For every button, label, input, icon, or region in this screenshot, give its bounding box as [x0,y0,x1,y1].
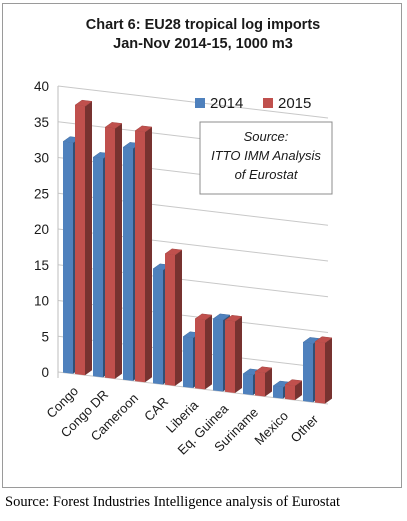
y-tick-label: 0 [41,365,49,380]
bar-side-face [145,127,152,383]
bar-front-face [165,253,175,386]
bar-front-face [123,147,133,381]
bar-front-face [153,268,163,385]
chart-title-line-2: Jan-Nov 2014-15, 1000 m3 [113,36,293,52]
bar-top-face [164,248,183,256]
y-tick-label: 40 [34,79,49,94]
x-tick-label: CAR [141,394,171,424]
legend-swatch-2014 [195,98,205,108]
legend-swatch-2015 [263,98,273,108]
bar-2015 [134,125,153,383]
bar-front-face [213,318,223,392]
legend-label-2015: 2015 [278,95,311,112]
bar-top-face [134,125,153,133]
bar-front-face [75,105,85,376]
y-tick-label: 35 [34,115,49,130]
annotation-line: Source: [244,129,289,144]
bar-2015 [224,315,243,393]
bar-2015 [194,313,213,390]
bar-top-face [74,99,93,107]
bar-front-face [63,141,73,374]
bar-front-face [93,157,103,378]
annotation-box [199,121,333,195]
gridline [57,85,329,119]
bar-front-face [135,130,145,383]
bar-side-face [85,101,92,376]
bar-front-face [243,373,253,396]
bar-2015 [164,248,183,386]
bar-front-face [273,386,283,399]
bar-side-face [295,380,302,401]
bar-side-face [115,123,122,379]
bar-2015 [284,379,303,401]
bar-side-face [235,316,242,393]
bar-2015 [74,99,93,376]
source-caption: Source: Forest Industries Intelligence a… [5,494,341,510]
bar-front-face [285,384,295,401]
bar-2015 [254,366,273,397]
chart-frame: Chart 6: EU28 tropical log imports Jan-N… [2,3,402,488]
chart-title-line-1: Chart 6: EU28 tropical log imports [85,17,321,33]
annotation-line: of Eurostat [235,167,299,182]
bar-front-face [255,371,265,397]
bar-front-face [225,320,235,393]
bar-front-face [315,341,325,404]
bar-top-face [104,122,123,129]
bar-side-face [325,337,332,404]
x-tick-label: Other [288,411,322,445]
bar-front-face [195,318,205,390]
bar-front-face [105,127,115,379]
y-tick-label: 30 [34,151,49,166]
bar-front-face [183,336,193,388]
bar-side-face [265,367,272,397]
bar-front-face [303,342,313,403]
bar-2015 [314,336,333,404]
y-tick-label: 20 [34,222,49,237]
chart-title: Chart 6: EU28 tropical log imports Jan-N… [3,16,403,54]
annotation-line: ITTO IMM Analysis [211,148,321,163]
y-tick-label: 25 [34,186,49,201]
y-tick-label: 15 [34,258,49,273]
y-tick-label: 10 [34,294,49,309]
bar-side-face [205,315,212,390]
legend-label-2014: 2014 [210,95,243,112]
bar-side-face [175,250,182,386]
y-tick-label: 5 [41,329,49,344]
bar-2015 [104,122,123,379]
